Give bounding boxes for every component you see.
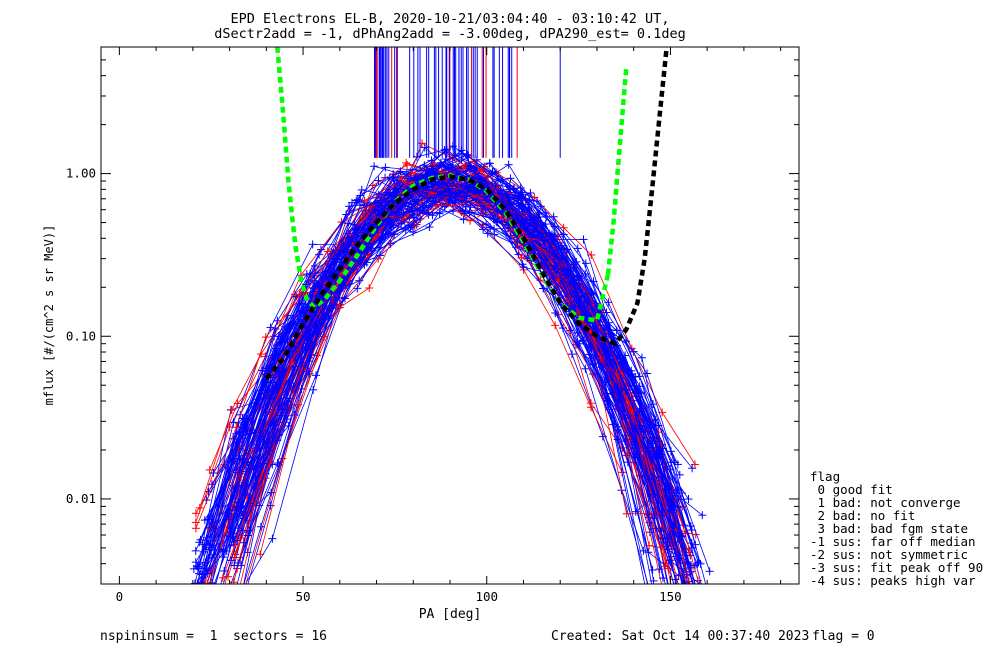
observation-sweep — [252, 204, 644, 551]
y-axis-label: mflux [#/(cm^2 s sr MeV)] — [42, 225, 56, 406]
legend-item: 1 bad: not converge — [810, 495, 961, 510]
footer-flag: flag = 0 — [812, 629, 875, 644]
chart-title: EPD Electrons EL-B, 2020-10-21/03:04:40 … — [231, 11, 670, 27]
legend-item: -2 sus: not symmetric — [810, 547, 968, 562]
observation-sweep — [245, 193, 628, 517]
footer-spin-info: nspininsum = 1 sectors = 16 — [100, 629, 327, 644]
y-tick-label: 1.00 — [66, 166, 96, 181]
fit-curve-fit-high-pa — [605, 67, 629, 275]
flag-legend: flag 0 good fit 1 bad: not converge 2 ba… — [810, 469, 983, 588]
legend-title: flag — [810, 469, 840, 484]
y-tick-label: 0.10 — [66, 328, 96, 343]
data-layer — [189, 47, 714, 584]
footer-created: Created: Sat Oct 14 00:37:40 2023 — [551, 629, 809, 644]
chart-subtitle: dSectr2add = -1, dPhAng2add = -3.00deg, … — [214, 26, 685, 42]
observation-sweep — [247, 171, 696, 584]
observation-sweep — [255, 184, 696, 545]
x-axis-label: PA [deg] — [419, 607, 482, 622]
fit-curve-fit-reference — [264, 47, 669, 380]
legend-item: 2 bad: no fit — [810, 508, 915, 523]
observation-sweep — [215, 177, 648, 584]
legend-item: -3 sus: fit peak off 90 — [810, 560, 983, 575]
observation-sweep — [198, 167, 691, 574]
observation-sweep — [245, 175, 678, 584]
x-tick-label: 100 — [475, 589, 498, 604]
x-tick-label: 150 — [659, 589, 682, 604]
observation-sweep — [230, 169, 664, 561]
axes: 0 50 100 150 0.01 0.10 1.00 — [66, 46, 799, 604]
legend-item: -1 sus: far off median — [810, 534, 976, 549]
legend-item: 3 bad: bad fgm state — [810, 521, 968, 536]
x-tick-label: 0 — [116, 589, 124, 604]
fit-curves — [264, 47, 669, 380]
y-tick-label: 0.01 — [66, 491, 96, 506]
observation-sweep — [237, 164, 685, 584]
legend-item: -4 sus: peaks high var — [810, 573, 976, 588]
observation-sweep — [245, 154, 702, 584]
observation-sweep — [211, 182, 680, 584]
legend-item: 0 good fit — [810, 482, 893, 497]
x-tick-label: 50 — [296, 589, 311, 604]
observation-sweep — [234, 192, 696, 558]
observation-sweep — [231, 181, 676, 580]
